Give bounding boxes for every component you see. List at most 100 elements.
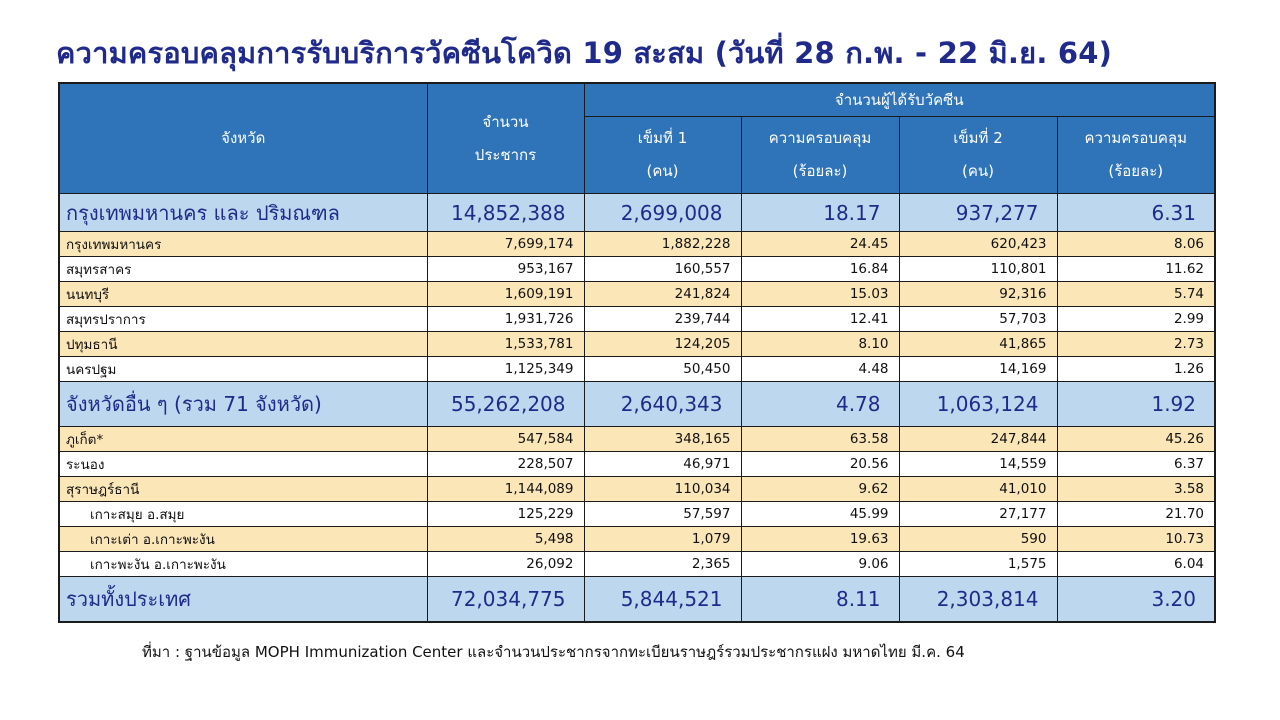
cell-population: 1,125,349	[426, 356, 585, 382]
cell-coverage2: 8.06	[1056, 231, 1216, 257]
cell-coverage1: 20.56	[740, 451, 900, 477]
cell-province: ภูเก็ต*	[58, 426, 428, 452]
cell-coverage1: 12.41	[740, 306, 900, 332]
cell-population: 26,092	[426, 551, 585, 577]
cell-province: รวมทั้งประเทศ	[58, 576, 428, 623]
cell-province: กรุงเทพมหานคร และ ปริมณฑล	[58, 193, 428, 232]
cell-dose2: 57,703	[898, 306, 1058, 332]
cell-coverage2: 3.58	[1056, 476, 1216, 502]
cell-dose2: 590	[898, 526, 1058, 552]
header-population: จำนวน ประชากร	[426, 82, 585, 194]
cell-dose1: 239,744	[583, 306, 742, 332]
cell-population: 7,699,174	[426, 231, 585, 257]
header-coverage2-line2: (ร้อยละ)	[1108, 162, 1164, 180]
cell-coverage1: 9.62	[740, 476, 900, 502]
cell-province: นครปฐม	[58, 356, 428, 382]
header-coverage2: ความครอบคลุม (ร้อยละ)	[1056, 116, 1216, 194]
header-coverage1: ความครอบคลุม (ร้อยละ)	[740, 116, 900, 194]
table-row: ภูเก็ต* 547,584 348,165 63.58 247,844 45…	[58, 426, 1216, 452]
header-dose1: เข็มที่ 1 (คน)	[583, 116, 742, 194]
cell-coverage2: 1.92	[1056, 381, 1216, 427]
cell-dose1: 46,971	[583, 451, 742, 477]
header-coverage1-line1: ความครอบคลุม	[768, 129, 872, 148]
cell-coverage2: 2.73	[1056, 331, 1216, 357]
table-row: สุราษฎร์ธานี 1,144,089 110,034 9.62 41,0…	[58, 476, 1216, 502]
cell-province: สมุทรปราการ	[58, 306, 428, 332]
table-row: ระนอง 228,507 46,971 20.56 14,559 6.37	[58, 451, 1216, 477]
cell-coverage1: 19.63	[740, 526, 900, 552]
cell-dose1: 5,844,521	[583, 576, 742, 623]
cell-province: สมุทรสาคร	[58, 256, 428, 282]
cell-dose1: 348,165	[583, 426, 742, 452]
cell-dose2: 27,177	[898, 501, 1058, 527]
cell-dose1: 1,882,228	[583, 231, 742, 257]
cell-coverage1: 45.99	[740, 501, 900, 527]
vaccination-coverage-table: จังหวัด จำนวน ประชากร จำนวนผู้ได้รับวัคซ…	[58, 82, 1216, 623]
header-dose2-line1: เข็มที่ 2	[953, 129, 1003, 148]
cell-coverage1: 63.58	[740, 426, 900, 452]
cell-dose2: 41,010	[898, 476, 1058, 502]
cell-dose1: 1,079	[583, 526, 742, 552]
cell-coverage2: 5.74	[1056, 281, 1216, 307]
table-row-sub-district: เกาะสมุย อ.สมุย 125,229 57,597 45.99 27,…	[58, 501, 1216, 527]
table-row: สมุทรสาคร 953,167 160,557 16.84 110,801 …	[58, 256, 1216, 282]
cell-coverage1: 8.10	[740, 331, 900, 357]
cell-dose2: 247,844	[898, 426, 1058, 452]
cell-coverage2: 21.70	[1056, 501, 1216, 527]
cell-coverage2: 6.04	[1056, 551, 1216, 577]
cell-coverage2: 1.26	[1056, 356, 1216, 382]
cell-dose2: 1,063,124	[898, 381, 1058, 427]
cell-dose1: 241,824	[583, 281, 742, 307]
cell-dose2: 620,423	[898, 231, 1058, 257]
table-row: ปทุมธานี 1,533,781 124,205 8.10 41,865 2…	[58, 331, 1216, 357]
cell-dose2: 92,316	[898, 281, 1058, 307]
cell-dose1: 2,365	[583, 551, 742, 577]
table-row: กรุงเทพมหานคร 7,699,174 1,882,228 24.45 …	[58, 231, 1216, 257]
cell-province: จังหวัดอื่น ๆ (รวม 71 จังหวัด)	[58, 381, 428, 427]
cell-province: เกาะสมุย อ.สมุย	[58, 501, 428, 527]
cell-dose2: 2,303,814	[898, 576, 1058, 623]
cell-province: เกาะพะงัน อ.เกาะพะงัน	[58, 551, 428, 577]
cell-population: 547,584	[426, 426, 585, 452]
table-row-total-other-provinces: จังหวัดอื่น ๆ (รวม 71 จังหวัด) 55,262,20…	[58, 381, 1216, 427]
cell-dose2: 1,575	[898, 551, 1058, 577]
page-title: ความครอบคลุมการรับบริการวัคซีนโควิด 19 ส…	[56, 36, 1113, 70]
cell-coverage1: 24.45	[740, 231, 900, 257]
cell-population: 125,229	[426, 501, 585, 527]
cell-coverage2: 3.20	[1056, 576, 1216, 623]
cell-dose1: 110,034	[583, 476, 742, 502]
cell-dose1: 124,205	[583, 331, 742, 357]
cell-population: 55,262,208	[426, 381, 585, 427]
table-row: นนทบุรี 1,609,191 241,824 15.03 92,316 5…	[58, 281, 1216, 307]
table-row-total-country: รวมทั้งประเทศ 72,034,775 5,844,521 8.11 …	[58, 576, 1216, 623]
cell-province: กรุงเทพมหานคร	[58, 231, 428, 257]
cell-population: 72,034,775	[426, 576, 585, 623]
header-vaccinated-group: จำนวนผู้ได้รับวัคซีน	[583, 82, 1216, 117]
cell-dose1: 160,557	[583, 256, 742, 282]
table-row: สมุทรปราการ 1,931,726 239,744 12.41 57,7…	[58, 306, 1216, 332]
table-row-sub-district: เกาะเต่า อ.เกาะพะงัน 5,498 1,079 19.63 5…	[58, 526, 1216, 552]
cell-province: นนทบุรี	[58, 281, 428, 307]
cell-coverage1: 4.48	[740, 356, 900, 382]
cell-dose2: 14,559	[898, 451, 1058, 477]
cell-population: 14,852,388	[426, 193, 585, 232]
cell-dose1: 50,450	[583, 356, 742, 382]
header-dose1-line1: เข็มที่ 1	[637, 129, 688, 148]
cell-coverage2: 10.73	[1056, 526, 1216, 552]
source-note: ที่มา : ฐานข้อมูล MOPH Immunization Cent…	[142, 643, 965, 661]
cell-dose1: 2,699,008	[583, 193, 742, 232]
cell-coverage1: 18.17	[740, 193, 900, 232]
header-population-line2: ประชากร	[474, 145, 537, 164]
cell-dose2: 937,277	[898, 193, 1058, 232]
cell-coverage1: 15.03	[740, 281, 900, 307]
cell-province: สุราษฎร์ธานี	[58, 476, 428, 502]
header-dose2: เข็มที่ 2 (คน)	[898, 116, 1058, 194]
cell-coverage1: 4.78	[740, 381, 900, 427]
header-coverage1-line2: (ร้อยละ)	[792, 162, 848, 180]
cell-coverage2: 11.62	[1056, 256, 1216, 282]
cell-population: 953,167	[426, 256, 585, 282]
cell-population: 5,498	[426, 526, 585, 552]
table-row-sub-district: เกาะพะงัน อ.เกาะพะงัน 26,092 2,365 9.06 …	[58, 551, 1216, 577]
table-row: นครปฐม 1,125,349 50,450 4.48 14,169 1.26	[58, 356, 1216, 382]
